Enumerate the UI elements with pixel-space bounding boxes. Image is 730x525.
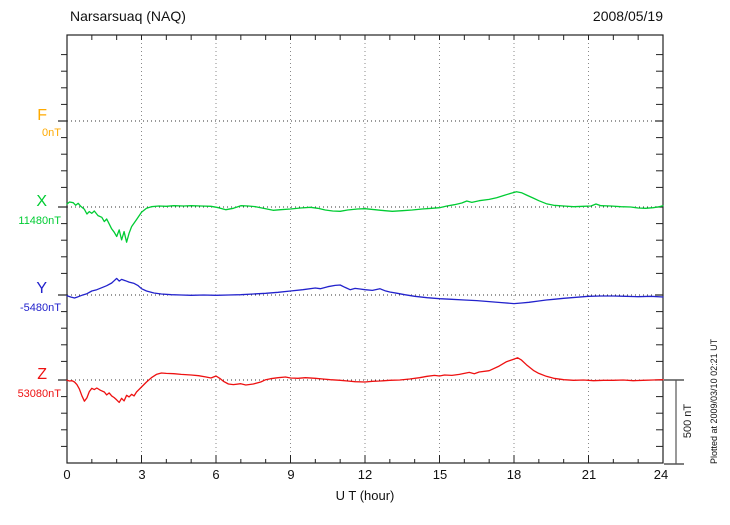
x-axis-tick-labels: 0 3 6 9 12 15 18 21 24	[63, 467, 668, 482]
component-x-label: X	[36, 193, 47, 210]
x-tick-6: 6	[212, 467, 219, 482]
legend-component-x: X 11480nT	[18, 193, 61, 227]
component-x-baseline-value: 11480nT	[18, 215, 61, 227]
x-tick-18: 18	[507, 467, 521, 482]
x-tick-0: 0	[63, 467, 70, 482]
scale-bar-label: 500 nT	[682, 404, 694, 439]
legend-component-y: Y -5480nT	[20, 280, 61, 314]
plot-date: 2008/05/19	[593, 8, 663, 24]
chart-layer	[58, 34, 684, 465]
station-title: Narsarsuaq (NAQ)	[70, 8, 186, 24]
x-tick-9: 9	[287, 467, 294, 482]
plotted-at-note: Plotted at 2009/03/10 02:21 UT	[709, 338, 719, 464]
component-f-baseline-value: 0nT	[42, 127, 61, 139]
component-f-label: F	[37, 107, 47, 124]
component-z-label: Z	[37, 366, 47, 383]
x-axis-label: U T (hour)	[336, 488, 395, 503]
component-y-baseline-value: -5480nT	[20, 302, 61, 314]
x-tick-15: 15	[433, 467, 447, 482]
component-y-label: Y	[36, 280, 47, 297]
x-tick-12: 12	[358, 467, 372, 482]
legend-component-f: F 0nT	[37, 107, 61, 139]
x-tick-24: 24	[654, 467, 668, 482]
component-z-baseline-value: 53080nT	[18, 388, 62, 400]
x-tick-3: 3	[138, 467, 145, 482]
legend-component-z: Z 53080nT	[18, 366, 62, 400]
x-tick-21: 21	[582, 467, 596, 482]
